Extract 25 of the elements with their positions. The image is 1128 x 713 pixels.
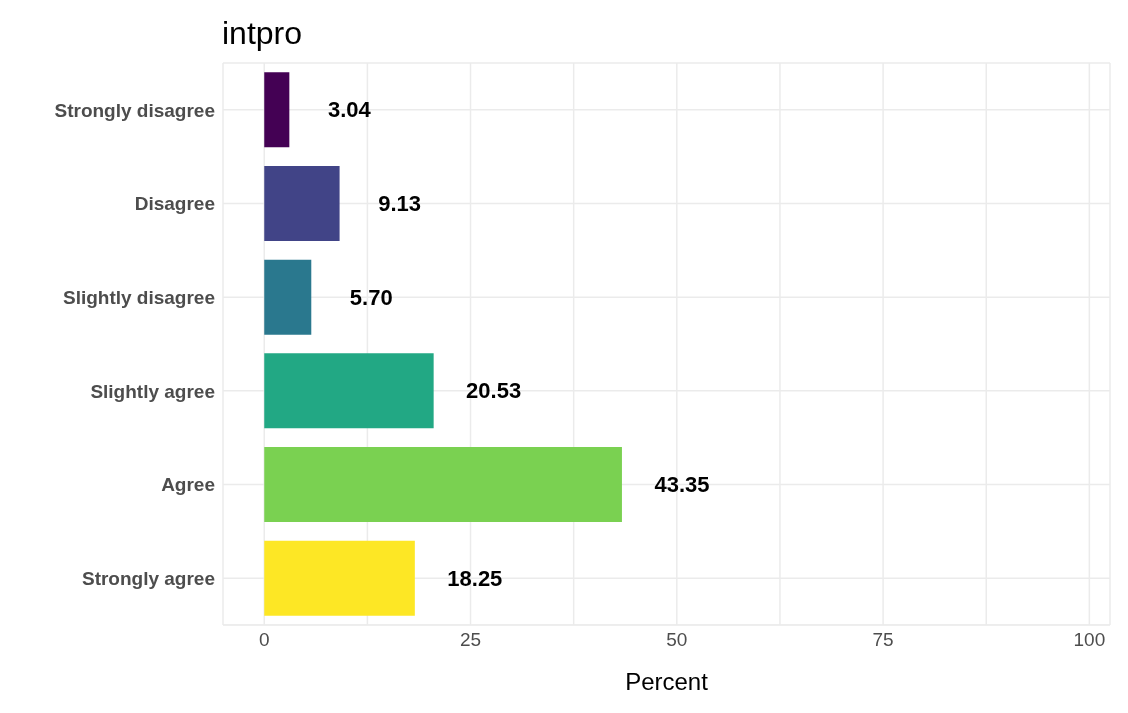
- y-tick-label: Agree: [161, 474, 215, 496]
- bar: [264, 166, 340, 242]
- data-label: 43.35: [654, 472, 710, 498]
- bar: [264, 540, 415, 616]
- bar: [264, 353, 434, 429]
- x-tick-label: 100: [1073, 629, 1106, 651]
- y-tick-label: Slightly disagree: [62, 286, 215, 308]
- data-label: 3.04: [327, 97, 372, 123]
- data-label: 20.53: [466, 378, 522, 404]
- x-tick-label: 50: [666, 629, 688, 651]
- y-tick-label: Strongly agree: [81, 567, 215, 589]
- y-tick-label: Strongly disagree: [54, 99, 215, 121]
- x-tick-label: 25: [459, 629, 482, 651]
- bar: [264, 259, 312, 335]
- y-tick-label: Disagree: [134, 193, 215, 215]
- data-label: 9.13: [378, 191, 421, 217]
- data-label: 5.70: [349, 284, 393, 310]
- x-axis-title: Percent: [625, 668, 709, 695]
- bar: [264, 72, 290, 148]
- chart-title: intpro: [221, 14, 304, 53]
- x-tick-label: 0: [258, 629, 270, 651]
- y-tick-label: Slightly agree: [90, 380, 215, 402]
- data-label: 18.25: [447, 565, 503, 591]
- x-tick-label: 75: [872, 629, 894, 651]
- bar: [264, 447, 622, 523]
